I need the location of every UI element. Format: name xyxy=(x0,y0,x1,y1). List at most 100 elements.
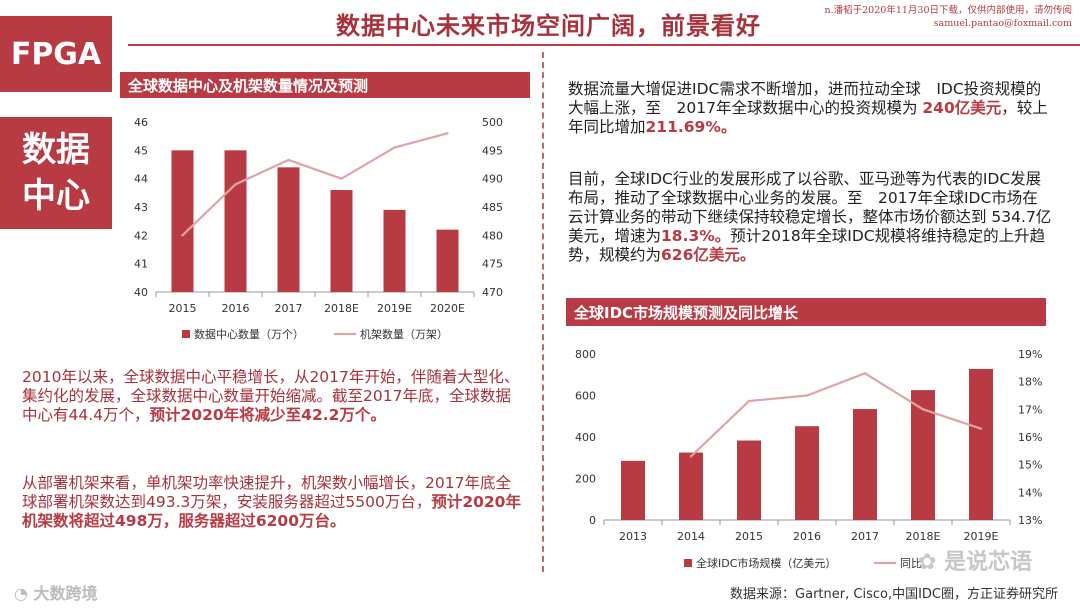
left-p2-text: 从部署机架来看，单机架功率快速提升，机架数小幅增长，2017年底全球部署机架数达… xyxy=(22,474,511,511)
right-p1-text2: ，较上年同比增加 xyxy=(568,99,1048,136)
right-p1-text: 数据流量大增促进IDC需求不断增加，进而拉动全球 IDC投资规模的大幅上涨，至 … xyxy=(568,80,1042,117)
y-right-tick-label: 18% xyxy=(1018,376,1042,389)
x-tick-label: 2013 xyxy=(619,530,647,543)
bar xyxy=(679,452,703,520)
bar xyxy=(277,167,300,292)
x-tick-label: 2019E xyxy=(964,530,999,543)
y-right-tick-label: 500 xyxy=(482,116,503,129)
bar xyxy=(853,409,877,520)
line-point xyxy=(446,132,449,135)
legend-bar-label: 数据中心数量（万个） xyxy=(194,327,304,341)
y-left-tick-label: 200 xyxy=(575,473,596,486)
y-left-tick-label: 0 xyxy=(589,514,596,527)
line-point xyxy=(287,158,290,162)
x-tick-label: 2017 xyxy=(275,302,303,315)
y-right-tick-label: 495 xyxy=(482,144,503,157)
right-paragraph-2: 目前，全球IDC行业的发展形成了以谷歌、亚马逊等为代表的IDC发展布局，推动了全… xyxy=(568,170,1052,265)
y-right-tick-label: 480 xyxy=(482,229,503,242)
logo-left: ◔ 大数跨境 xyxy=(14,580,98,604)
legend-line-label: 同比 xyxy=(900,557,922,570)
title-rule xyxy=(128,44,1080,46)
y-left-tick-label: 43 xyxy=(134,201,148,214)
logo-right-text: 是说芯语 xyxy=(944,550,1033,575)
logo-left-icon: ◔ xyxy=(14,584,34,603)
bar xyxy=(171,150,194,292)
y-left-tick-label: 400 xyxy=(575,431,596,444)
y-right-tick-label: 13% xyxy=(1018,514,1042,527)
y-right-tick-label: 470 xyxy=(482,286,503,299)
y-right-tick-label: 485 xyxy=(482,201,503,214)
bar xyxy=(737,440,761,520)
x-tick-label: 2016 xyxy=(222,302,250,315)
bar xyxy=(383,209,406,292)
series-line xyxy=(181,132,448,237)
y-right-tick-label: 19% xyxy=(1018,348,1042,361)
right-p2-value: 626亿美元。 xyxy=(661,246,756,264)
y-left-tick-label: 800 xyxy=(575,348,596,361)
left-p1-highlight: 预计2020年将减少至42.2万个。 xyxy=(149,406,386,424)
watermark-line2: samuel.pantao@foxmail.com xyxy=(933,18,1072,29)
y-left-tick-label: 45 xyxy=(134,144,148,157)
column-divider xyxy=(542,52,544,572)
line-point xyxy=(747,399,751,403)
x-tick-label: 2015 xyxy=(735,530,763,543)
page-title: 数据中心未来市场空间广阔，前景看好 xyxy=(336,12,761,40)
series-line xyxy=(690,372,982,458)
fpga-tag: FPGA xyxy=(0,16,112,92)
y-right-tick-label: 16% xyxy=(1018,431,1042,444)
y-right-tick-label: 17% xyxy=(1018,403,1042,416)
x-tick-label: 2017 xyxy=(851,530,879,543)
logo-left-text: 大数跨境 xyxy=(33,584,98,603)
legend-line-label: 机架数量（万架） xyxy=(360,327,448,341)
right-paragraph-1: 数据流量大增促进IDC需求不断增加，进而拉动全球 IDC投资规模的大幅上涨，至 … xyxy=(568,80,1052,137)
bar xyxy=(436,229,459,292)
left-chart-title: 全球数据中心及机架数量情况及预测 xyxy=(120,72,530,98)
left-paragraph-2: 从部署机架来看，单机架功率快速提升，机架数小幅增长，2017年底全球部署机架数达… xyxy=(22,474,522,531)
idc-market-chart: 0 200 400 600 800 13% 14% 15% 16% 17% 18% 19% 2013 20… xyxy=(575,348,1042,570)
x-tick-label: 2018E xyxy=(324,302,359,315)
line-point xyxy=(340,177,343,180)
x-tick-label: 2015 xyxy=(169,302,197,315)
right-p2-growth: 18.3%。 xyxy=(661,227,731,245)
x-tick-label: 2018E xyxy=(906,530,941,543)
logo-right: ✿ 是说芯语 xyxy=(918,544,1032,576)
wechat-icon: ✿ xyxy=(918,550,945,575)
line-point xyxy=(393,146,396,149)
y-left-tick-label: 44 xyxy=(134,173,148,186)
watermark-line1: n.潘韬于2020年11月30日下载，仅供内部使用，请勿传阅 xyxy=(824,5,1073,16)
line-point xyxy=(805,394,809,397)
y-right-tick-label: 15% xyxy=(1018,459,1042,472)
header: 数据中心未来市场空间广阔，前景看好 n.潘韬于2020年11月30日下载，仅供内… xyxy=(128,0,1080,44)
data-source: 数据来源：Gartner, Cisco,中国IDC圈，方正证券研究所 xyxy=(730,587,1058,602)
bar xyxy=(795,426,819,520)
right-p1-value: 240亿美元 xyxy=(922,99,1002,117)
x-tick-label: 2020E xyxy=(430,302,465,315)
line-point xyxy=(689,455,693,458)
right-p2-text: 目前，全球IDC行业的发展形成了以谷歌、亚马逊等为代表的IDC发展布局，推动了全… xyxy=(568,170,1052,245)
legend-bar-swatch xyxy=(182,330,190,338)
watermark: n.潘韬于2020年11月30日下载，仅供内部使用，请勿传阅 samuel.pa… xyxy=(825,4,1073,30)
line-point xyxy=(234,183,237,186)
bar xyxy=(621,460,645,520)
y-left-tick-label: 40 xyxy=(134,286,148,299)
y-left-tick-label: 46 xyxy=(134,116,148,129)
right-p1-growth: 211.69%。 xyxy=(645,118,737,136)
right-chart-title: 全球IDC市场规模预测及同比增长 xyxy=(566,298,1046,326)
y-left-tick-label: 42 xyxy=(134,229,148,242)
bar xyxy=(969,368,993,520)
right-p2-text2: 预计2018年全球IDC规模将维持稳定的上升趋势，规模约为 xyxy=(568,227,1046,264)
y-left-tick-label: 600 xyxy=(575,390,596,403)
line-point xyxy=(979,427,983,430)
bar xyxy=(330,190,353,292)
x-tick-label: 2014 xyxy=(677,530,705,543)
line-point xyxy=(181,234,184,237)
x-tick-label: 2016 xyxy=(793,530,821,543)
y-right-tick-label: 14% xyxy=(1018,486,1042,499)
y-right-tick-label: 475 xyxy=(482,258,503,271)
left-paragraph-1: 2010年以来，全球数据中心平稳增长，从2017年开始，伴随着大型化、集约化的发… xyxy=(22,368,522,425)
line-point xyxy=(921,408,925,411)
x-tick-label: 2019E xyxy=(377,302,412,315)
y-left-tick-label: 41 xyxy=(134,258,148,271)
bar xyxy=(224,150,247,292)
datacenter-tag: 数据中心 xyxy=(0,117,112,229)
